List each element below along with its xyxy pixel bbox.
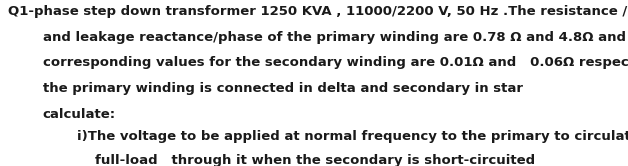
- Text: full-load   through it when the secondary is short-circuited: full-load through it when the secondary …: [95, 154, 536, 166]
- Text: corresponding values for the secondary winding are 0.01Ω and   0.06Ω respectivel: corresponding values for the secondary w…: [43, 56, 628, 69]
- Text: calculate:: calculate:: [43, 108, 116, 121]
- Text: the primary winding is connected in delta and secondary in star: the primary winding is connected in delt…: [43, 82, 522, 95]
- Text: and leakage reactance/phase of the primary winding are 0.78 Ω and 4.8Ω and the: and leakage reactance/phase of the prima…: [43, 31, 628, 44]
- Text: Q1-phase step down transformer 1250 KVA , 11000/2200 V, 50 Hz .The resistance /p: Q1-phase step down transformer 1250 KVA …: [8, 5, 628, 18]
- Text: i)The voltage to be applied at normal frequency to the primary to circulate: i)The voltage to be applied at normal fr…: [77, 130, 628, 143]
